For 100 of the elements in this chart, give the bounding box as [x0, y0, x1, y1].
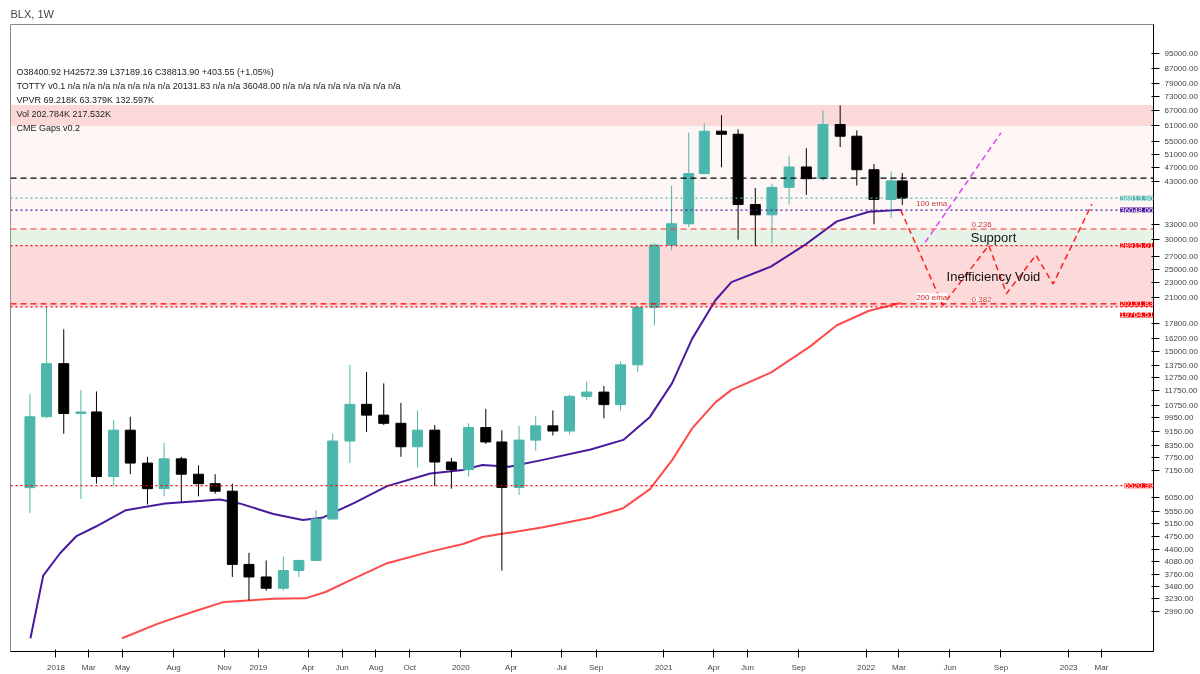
candlestick	[480, 408, 492, 445]
y-tick-label: 17800.00	[1164, 319, 1199, 329]
y-tick-label: 21000.00	[1164, 292, 1199, 302]
x-tick-label: May	[114, 662, 131, 672]
ref-line-label: 36048.00	[1120, 205, 1155, 215]
y-tick-label: 67000.00	[1164, 105, 1199, 115]
y-tick-label: 3230.00	[1164, 594, 1194, 604]
y-tick-label: 79000.00	[1164, 79, 1199, 89]
y-tick-label: 55000.00	[1164, 137, 1199, 147]
candlestick	[412, 409, 424, 468]
band-label: Support	[970, 229, 1017, 245]
annotation: CME Gaps v0.2	[16, 122, 81, 133]
chart-title: BLX, 1W	[10, 7, 55, 20]
y-tick-label: 16200.00	[1164, 334, 1199, 344]
candlestick	[581, 380, 593, 401]
line-series	[899, 203, 1093, 306]
ref-line-label: 20131.83	[1120, 299, 1155, 309]
x-tick-label: Aug	[166, 662, 181, 672]
ref-line-label: 6520.39	[1124, 481, 1155, 491]
y-tick-label: 5550.00	[1164, 507, 1194, 517]
x-tick-label: Jul	[556, 662, 568, 672]
candlestick	[193, 464, 204, 497]
x-tick-label: Aug	[368, 662, 384, 672]
candlestick	[715, 114, 727, 168]
y-tick-label: 51000.00	[1164, 149, 1199, 159]
candlestick	[547, 409, 559, 436]
x-tick-label: Apr	[302, 662, 315, 672]
x-tick-label: 2023	[1059, 662, 1079, 672]
x-tick-label: Mar	[1094, 662, 1109, 672]
annotation: 200 ema	[916, 292, 948, 302]
candlestick	[749, 187, 761, 247]
candlestick	[260, 559, 272, 592]
y-tick-label: 23000.00	[1164, 277, 1199, 287]
y-tick-label: 13750.00	[1164, 360, 1199, 370]
y-tick-label: 87000.00	[1164, 63, 1199, 73]
candlestick	[277, 556, 289, 592]
y-tick-label: 8350.00	[1164, 441, 1194, 451]
candlestick	[175, 456, 187, 503]
y-tick-label: 10750.00	[1164, 400, 1199, 410]
y-tick-label: 4080.00	[1164, 556, 1194, 566]
annotation: 100 ema	[916, 199, 948, 209]
y-tick-label: 9950.00	[1164, 413, 1194, 423]
x-tick-label: Nov	[217, 662, 232, 672]
y-tick-label: 43000.00	[1164, 177, 1199, 187]
x-tick-label: Sep	[791, 662, 807, 672]
y-tick-label: 95000.00	[1164, 49, 1199, 59]
x-tick-label: Jun	[335, 662, 349, 672]
y-tick-label: 61000.00	[1164, 120, 1199, 130]
x-tick-label: Mar	[892, 662, 907, 672]
candlestick	[361, 371, 373, 433]
y-tick-label: 12750.00	[1164, 373, 1199, 383]
y-tick-label: 7150.00	[1164, 466, 1194, 476]
candlestick	[530, 415, 542, 452]
x-tick-label: Sep	[993, 662, 1009, 672]
candlestick	[243, 552, 255, 601]
x-tick-label: 2020	[451, 662, 471, 672]
ref-line-label: 38813.90	[1120, 193, 1155, 203]
y-tick-label: 3760.00	[1164, 569, 1194, 579]
annotation: O38400.92 H42572.39 L37189.16 C38813.90 +403.55 (+1.05%)	[16, 66, 274, 77]
y-tick-label: 6050.00	[1164, 493, 1194, 503]
x-tick-label: Jun	[943, 662, 957, 672]
y-tick-label: 11750.00	[1164, 386, 1198, 396]
x-tick-label: Oct	[403, 662, 417, 672]
y-tick-label: 15000.00	[1164, 346, 1199, 356]
annotation: VPVR 69.218K 63.379K 132.597K	[16, 94, 155, 105]
candlestick	[395, 402, 407, 458]
y-tick-label: 47000.00	[1164, 162, 1199, 172]
x-tick-label: 2018	[47, 662, 66, 672]
annotation: TOTTY v0.1 n/a n/a n/a n/a n/a n/a n/a 20131.83 n/a n/a 36048.00 n/a n/a n/a n/a n/a n/a n/a n/a	[16, 80, 401, 91]
candlestick	[834, 104, 846, 148]
y-tick-label: 73000.00	[1164, 91, 1199, 101]
y-tick-label: 5150.00	[1164, 519, 1194, 529]
band-label: Inefficiency Void	[946, 268, 1041, 284]
x-tick-label: Apr	[707, 662, 721, 672]
x-tick-label: 2022	[857, 662, 876, 672]
x-tick-label: 2019	[249, 662, 268, 672]
x-tick-label: Apr	[505, 662, 518, 672]
candlestick	[75, 389, 87, 500]
candlestick	[445, 457, 457, 490]
y-tick-label: 30000.00	[1164, 235, 1199, 245]
y-tick-label: 2990.00	[1164, 606, 1194, 616]
annotation: 0.236	[971, 220, 993, 230]
y-tick-label: 33000.00	[1164, 219, 1199, 229]
annotation: Vol 202.784K 217.532K	[16, 108, 112, 119]
line-series	[120, 302, 902, 640]
x-tick-label: 2021	[654, 662, 674, 672]
y-tick-label: 7750.00	[1164, 453, 1194, 463]
legend-label: 19764.51	[1120, 310, 1155, 320]
y-tick-label: 4400.00	[1164, 544, 1194, 554]
y-tick-label: 9150.00	[1164, 426, 1194, 436]
ref-line-label: 28915.01	[1120, 241, 1155, 251]
y-tick-label: 3480.00	[1164, 582, 1194, 592]
y-tick-label: 4750.00	[1164, 532, 1194, 542]
candlestick	[378, 382, 390, 426]
x-tick-label: Sep	[589, 662, 604, 672]
x-tick-label: Jun	[741, 662, 754, 672]
y-tick-label: 27000.00	[1164, 252, 1199, 262]
y-tick-label: 25000.00	[1164, 264, 1199, 274]
x-tick-label: Mar	[81, 662, 96, 672]
annotation: 0.382	[971, 294, 993, 304]
